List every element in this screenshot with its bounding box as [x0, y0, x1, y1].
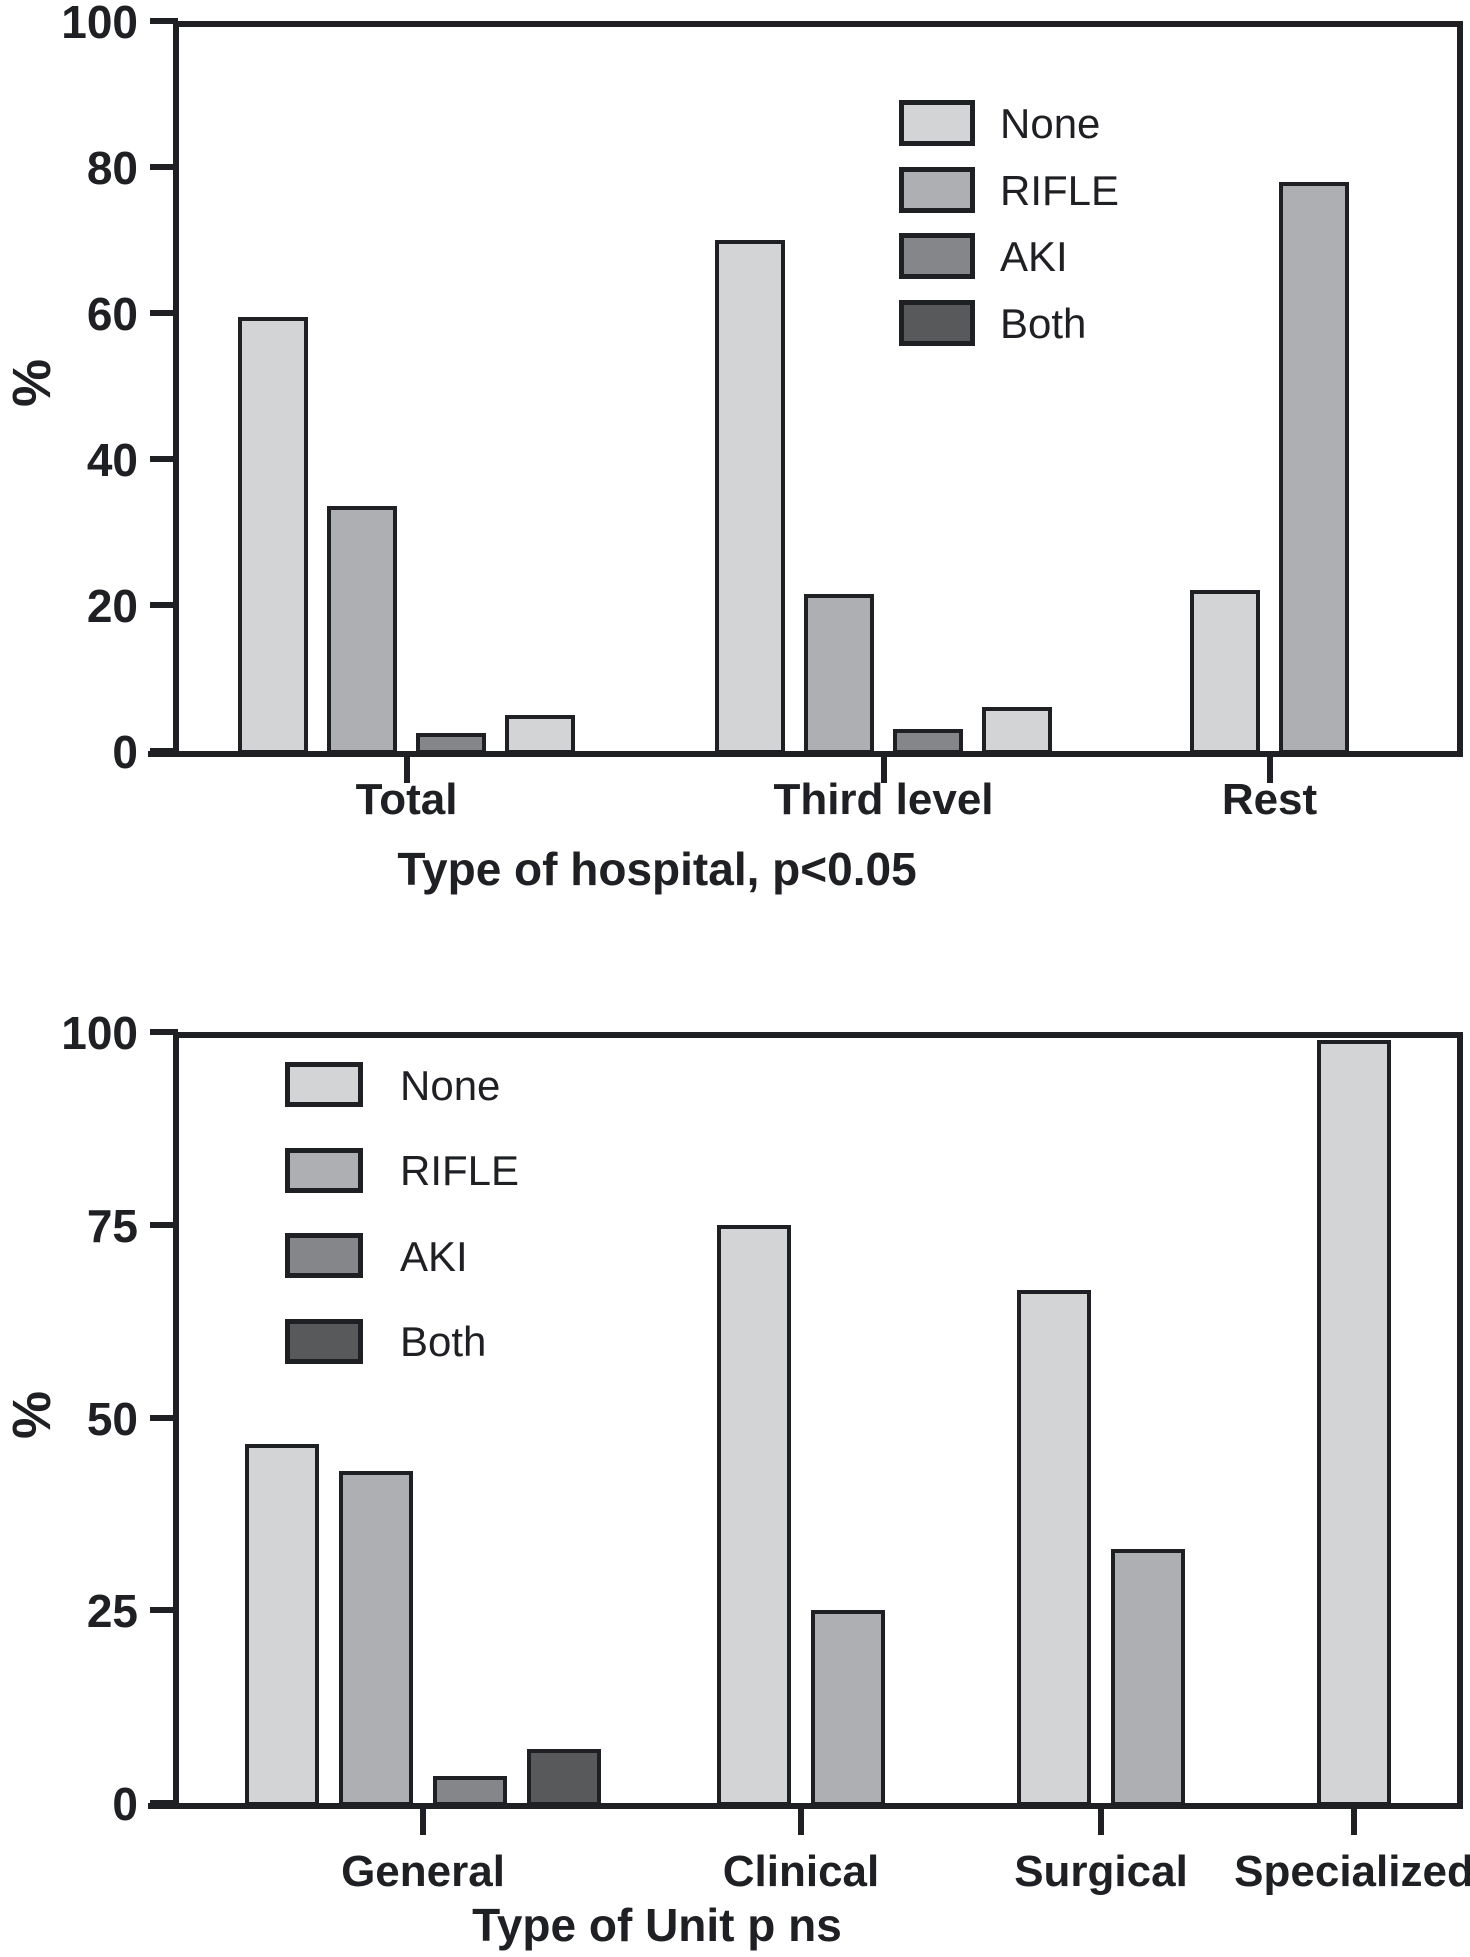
y-tick-label: 75 [86, 1199, 138, 1252]
bar-none-total [238, 316, 308, 754]
bar-aki-general [433, 1776, 507, 1806]
legend-swatch-both [899, 299, 975, 346]
y-tick-label: 20 [86, 580, 138, 632]
y-tick-label: 100 [61, 1007, 138, 1059]
y-tick-label: 50 [86, 1392, 138, 1445]
y-tick-label: 40 [86, 434, 138, 486]
bar-rifle-total [327, 506, 397, 754]
y-tick-mark [150, 748, 178, 754]
x-axis-line [148, 751, 1463, 757]
legend-swatch-rifle [899, 166, 975, 213]
plot-right-line [1457, 1032, 1463, 1809]
bar-none-clinical [717, 1224, 791, 1806]
x-tick-mark [1098, 1809, 1104, 1835]
x-tick-mark [798, 1809, 804, 1835]
legend-label-both: Both [400, 1318, 487, 1365]
bar-rifle-general [339, 1471, 413, 1806]
y-tick-mark [150, 1414, 178, 1421]
y-tick-label: 0 [112, 726, 138, 778]
legend-swatch-none [899, 100, 975, 146]
x-axis-title: Type of hospital, p<0.05 [397, 843, 917, 895]
category-label-total: Total [355, 775, 458, 824]
y-tick-mark [150, 456, 178, 462]
legend-label-aki: AKI [1000, 233, 1068, 280]
legend-label-rifle: RIFLE [400, 1147, 520, 1194]
bar-none-general [245, 1444, 319, 1806]
x-axis-line [148, 1803, 1463, 1809]
x-tick-mark [403, 757, 410, 783]
plot-top-line [173, 21, 1463, 27]
plot-top-line [173, 1032, 1463, 1038]
bar-rifle-surgical [1111, 1548, 1185, 1806]
bar-rifle-third-level [804, 594, 874, 754]
y-tick-mark [150, 1029, 178, 1035]
y-tick-label: 60 [86, 288, 138, 340]
legend-label-none: None [400, 1061, 501, 1109]
category-label-general: General [341, 1847, 505, 1896]
bar-rifle-clinical [811, 1610, 885, 1806]
x-tick-mark [880, 757, 887, 783]
bar-none-third-level [715, 240, 785, 754]
category-label-clinical: Clinical [722, 1847, 880, 1896]
category-label-specialized: Specialized [1234, 1847, 1470, 1896]
legend-label-rifle: RIFLE [1000, 166, 1120, 214]
y-axis-line [173, 21, 179, 757]
bar-aki-third-level [893, 729, 963, 754]
legend-label-both: Both [1000, 299, 1087, 347]
y-tick-mark [150, 18, 178, 24]
category-label-rest: Rest [1221, 775, 1318, 824]
legend-swatch-rifle [285, 1147, 363, 1193]
y-tick-mark [150, 1800, 178, 1806]
bar-rifle-rest [1279, 181, 1349, 754]
y-axis-line [173, 1032, 179, 1809]
y-tick-label: 25 [86, 1585, 138, 1638]
bar-none-surgical [1017, 1290, 1091, 1806]
legend-swatch-aki [285, 1233, 363, 1278]
legend-label-aki: AKI [400, 1232, 468, 1280]
y-tick-mark [150, 164, 178, 170]
y-tick-label: 80 [86, 142, 138, 194]
bar-none-specialized [1317, 1039, 1391, 1806]
category-label-surgical: Surgical [1014, 1847, 1188, 1896]
y-tick-label: 0 [112, 1778, 138, 1830]
bar-none-rest [1190, 590, 1260, 754]
y-tick-mark [150, 310, 178, 316]
bar-both-third-level [982, 707, 1052, 754]
legend-swatch-none [285, 1062, 363, 1107]
y-tick-mark [150, 1221, 178, 1228]
category-label-third-level: Third level [773, 775, 994, 824]
legend-label-none: None [1000, 100, 1101, 147]
y-tick-mark [150, 602, 178, 608]
y-tick-mark [150, 1607, 178, 1614]
x-tick-mark [1351, 1809, 1357, 1835]
x-tick-mark [420, 1809, 426, 1835]
bar-both-total [505, 714, 575, 754]
legend-swatch-both [285, 1318, 363, 1364]
bar-aki-total [416, 732, 486, 754]
bar-both-general [527, 1749, 601, 1806]
y-tick-label: 100 [61, 0, 138, 48]
x-tick-mark [1266, 757, 1273, 783]
legend-swatch-aki [899, 233, 975, 279]
x-axis-title: Type of Unit p ns [472, 1899, 842, 1951]
plot-right-line [1457, 21, 1463, 757]
